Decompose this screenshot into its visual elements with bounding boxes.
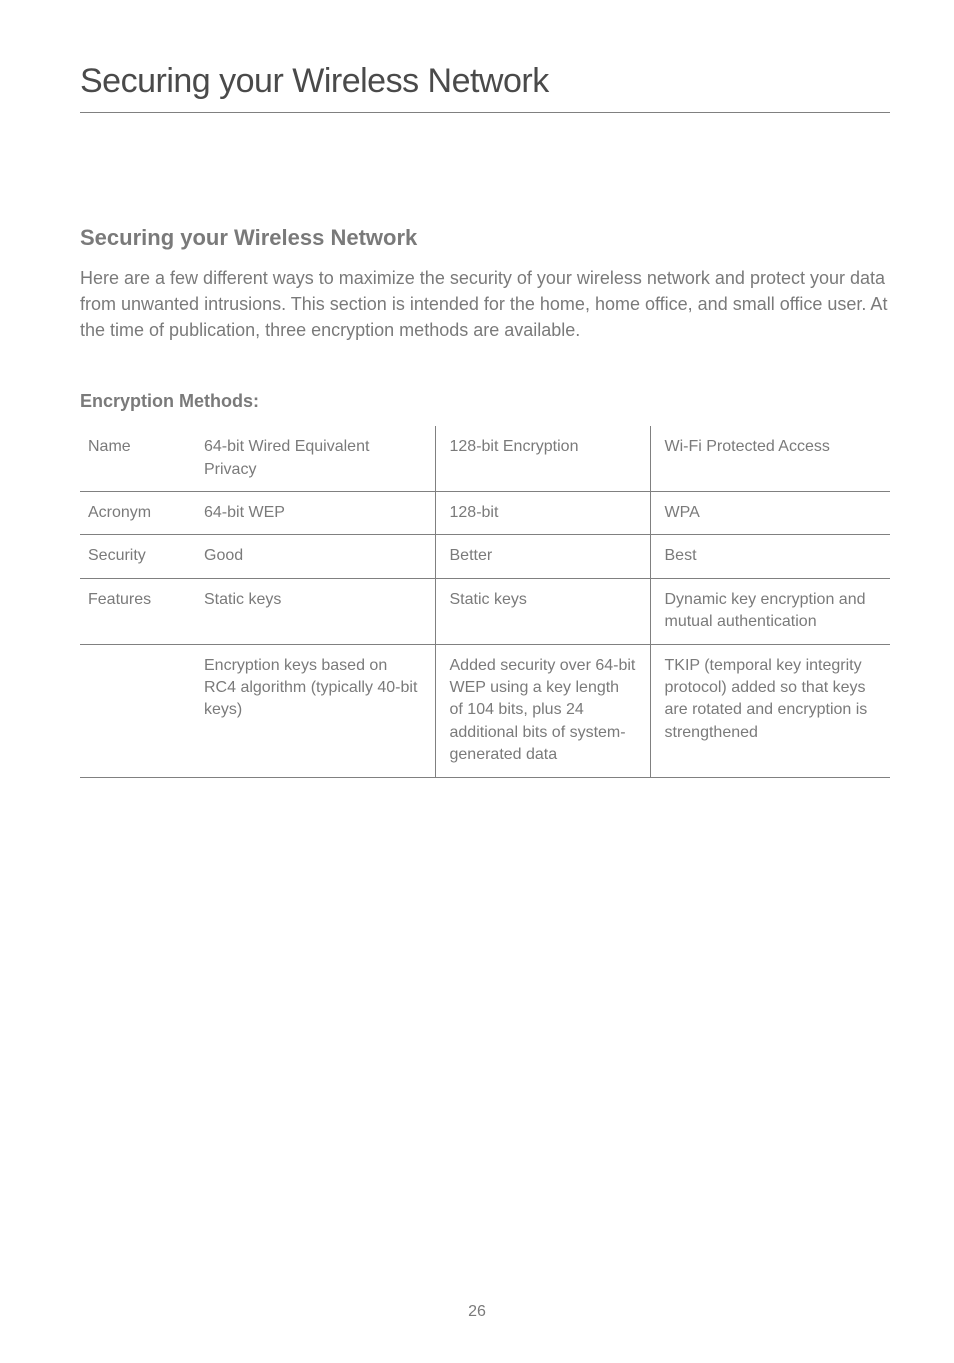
table-cell: 64-bit Wired Equivalent Privacy bbox=[190, 426, 435, 491]
section-heading: Securing your Wireless Network bbox=[80, 225, 890, 251]
table-cell: Static keys bbox=[190, 578, 435, 644]
page-number: 26 bbox=[0, 1303, 954, 1321]
table-cell bbox=[80, 644, 190, 777]
intro-paragraph: Here are a few different ways to maximiz… bbox=[80, 265, 890, 343]
encryption-methods-table: Name 64-bit Wired Equivalent Privacy 128… bbox=[80, 426, 890, 777]
table-cell: Good bbox=[190, 535, 435, 578]
table-cell: Name bbox=[80, 426, 190, 491]
table-row: Name 64-bit Wired Equivalent Privacy 128… bbox=[80, 426, 890, 491]
table-row: Security Good Better Best bbox=[80, 535, 890, 578]
table-row: Features Static keys Static keys Dynamic… bbox=[80, 578, 890, 644]
table-cell: Security bbox=[80, 535, 190, 578]
table-cell: Acronym bbox=[80, 492, 190, 535]
table-cell: 64-bit WEP bbox=[190, 492, 435, 535]
table-cell: TKIP (temporal key integrity protocol) a… bbox=[650, 644, 890, 777]
table-row: Encryption keys based on RC4 algorithm (… bbox=[80, 644, 890, 777]
page-title: Securing your Wireless Network bbox=[80, 62, 549, 101]
subsection-heading: Encryption Methods: bbox=[80, 391, 890, 412]
table-cell: Static keys bbox=[435, 578, 650, 644]
table-cell: 128-bit bbox=[435, 492, 650, 535]
table-cell: Dynamic key encryption and mutual authen… bbox=[650, 578, 890, 644]
table-cell: Added security over 64-bit WEP using a k… bbox=[435, 644, 650, 777]
table-cell: Wi-Fi Protected Access bbox=[650, 426, 890, 491]
table-cell: Features bbox=[80, 578, 190, 644]
table-cell: Best bbox=[650, 535, 890, 578]
title-rule bbox=[80, 112, 890, 113]
table-cell: WPA bbox=[650, 492, 890, 535]
content-area: Securing your Wireless Network Here are … bbox=[80, 225, 890, 778]
table-cell: 128-bit Encryption bbox=[435, 426, 650, 491]
table-cell: Encryption keys based on RC4 algorithm (… bbox=[190, 644, 435, 777]
table-row: Acronym 64-bit WEP 128-bit WPA bbox=[80, 492, 890, 535]
table-cell: Better bbox=[435, 535, 650, 578]
